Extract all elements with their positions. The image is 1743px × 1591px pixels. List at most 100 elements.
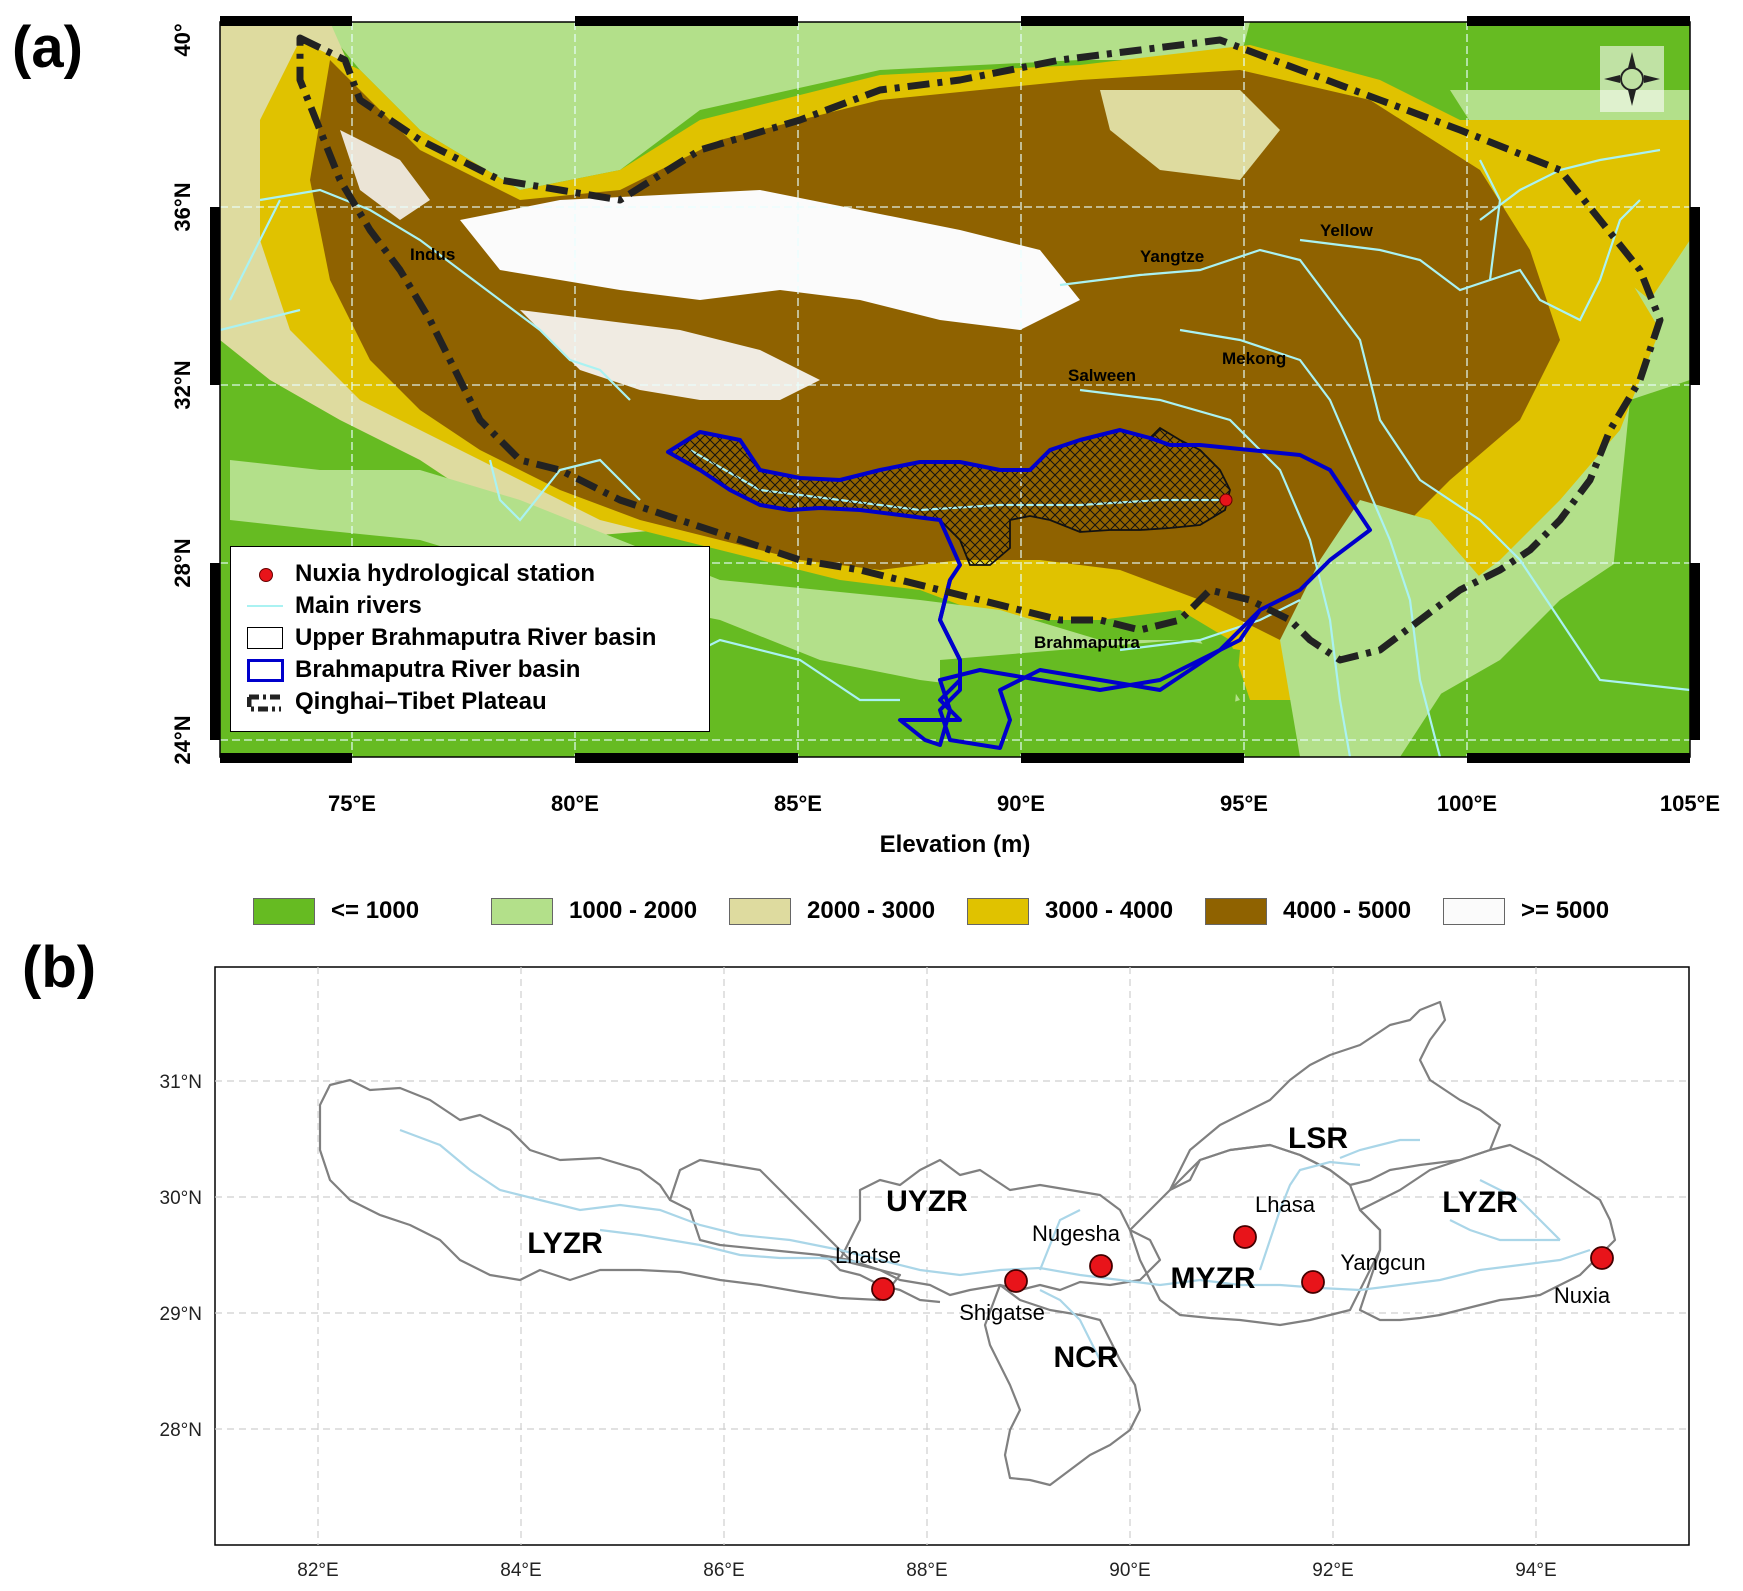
- panel-a-label: (a): [12, 15, 83, 80]
- station-label-nuxia: Nuxia: [1554, 1283, 1611, 1308]
- elev-label-3: 2000 - 3000: [807, 897, 936, 924]
- river-east-margin: [1479, 159, 1502, 281]
- b-y-tick-28: 28°N: [160, 1420, 202, 1441]
- foothills: [230, 460, 1240, 720]
- y-tick-36: 36°N: [170, 182, 195, 231]
- b-x-tick-94: 94°E: [1515, 1560, 1556, 1581]
- station-label-lhasa: Lhasa: [1255, 1192, 1316, 1217]
- river-b-ncr: [1039, 1289, 1101, 1361]
- panel-b-graticule: [215, 967, 1689, 1545]
- river-indus-trib: [229, 199, 281, 301]
- region-label-lyzr-east: LYZR: [1442, 1186, 1518, 1219]
- station-lhasa: [1233, 1225, 1257, 1249]
- panel-b-label: (b): [22, 935, 97, 1000]
- river-b-lsr-up: [1339, 1138, 1420, 1160]
- panel-b-rivers: [399, 1128, 1591, 1361]
- station-lhatse: [871, 1277, 895, 1301]
- station-label-lhatse: Lhatse: [835, 1243, 901, 1268]
- river-b-lhasa: [1258, 1160, 1361, 1271]
- subbasin-mid-small: [819, 1254, 941, 1304]
- region-label-uyzr: UYZR: [886, 1185, 968, 1218]
- station-label-nugesha: Nugesha: [1032, 1221, 1121, 1246]
- snow-area-2: [520, 310, 820, 400]
- station-yangcun: [1301, 1270, 1325, 1294]
- subbasin-ncr: [983, 1283, 1142, 1487]
- elev-swatch-2: [491, 897, 553, 925]
- panel-b-map: LYZR UYZR LSR LYZR MYZR NCR Lhatse Shiga…: [160, 966, 1690, 1581]
- snow-area-3: [340, 130, 430, 220]
- legend-item-basin: Brahmaputra River basin: [247, 655, 580, 685]
- river-yellow: [1299, 199, 1641, 322]
- black-box-icon: [247, 627, 283, 649]
- legend-item-upper-basin: Upper Brahmaputra River basin: [247, 623, 656, 653]
- qinghai-tibet-plateau: [296, 34, 1664, 664]
- b-x-tick-86: 86°E: [703, 1560, 744, 1581]
- panel-a-map: Indus Yangtze Yellow Mekong Salween Brah…: [170, 16, 1720, 858]
- x-tick-100: 100°E: [1437, 791, 1497, 816]
- x-tick-105: 105°E: [1660, 791, 1720, 816]
- river-ganges-west: [488, 458, 641, 522]
- region-label-myzr: MYZR: [1171, 1262, 1256, 1295]
- map-frame: [219, 21, 1691, 758]
- sub-basins: [318, 1000, 1617, 1487]
- southeast-highland: [1280, 500, 1500, 757]
- region-label-lyzr-west: LYZR: [527, 1227, 603, 1260]
- subbasin-lyzr-east: [1358, 1143, 1617, 1322]
- elev-item-5: 4000 - 5000: [1205, 896, 1411, 926]
- elev-swatch-3: [729, 897, 791, 925]
- x-tick-85: 85°E: [774, 791, 822, 816]
- legend-item-station: Nuxia hydrological station: [247, 559, 595, 589]
- east-lowland-right: [1600, 380, 1690, 757]
- elev-label-4: 3000 - 4000: [1045, 897, 1174, 924]
- station-markers: [871, 1225, 1614, 1301]
- elev-label-1: <= 1000: [331, 897, 420, 924]
- legend-item-plateau: Qinghai–Tibet Plateau: [247, 687, 547, 717]
- assam-lowland: [940, 640, 1240, 757]
- elev-item-4: 3000 - 4000: [967, 896, 1173, 926]
- region-label-ncr: NCR: [1054, 1341, 1119, 1374]
- main-rivers: [220, 148, 1690, 757]
- region-label-lsr: LSR: [1288, 1122, 1348, 1155]
- river-brahmaputra-lower: [1119, 599, 1301, 652]
- river-label-salween: Salween: [1068, 366, 1136, 385]
- river-label-yellow: Yellow: [1320, 221, 1374, 240]
- y-tick-24: 24°N: [170, 715, 195, 764]
- river-label-yangtze: Yangtze: [1140, 247, 1204, 266]
- station-label-shigatse: Shigatse: [959, 1300, 1045, 1325]
- b-y-tick-30: 30°N: [160, 1188, 202, 1209]
- y-tick-28: 28°N: [170, 538, 195, 587]
- river-label-brahmaputra: Brahmaputra: [1034, 633, 1140, 652]
- b-x-tick-90: 90°E: [1109, 1560, 1150, 1581]
- station-label-yangcun: Yangcun: [1340, 1250, 1425, 1275]
- x-tick-75: 75°E: [328, 791, 376, 816]
- x-tick-90: 90°E: [997, 791, 1045, 816]
- x-tick-80: 80°E: [551, 791, 599, 816]
- b-y-tick-29: 29°N: [160, 1304, 202, 1325]
- subbasin-uyzr: [838, 1158, 1162, 1297]
- river-yellow-upper: [1479, 148, 1661, 221]
- x-tick-95: 95°E: [1220, 791, 1268, 816]
- elev-swatch-1: [253, 897, 315, 925]
- map-border-bars: [210, 16, 1700, 763]
- river-indus: [259, 188, 631, 401]
- elev-item-2: 1000 - 2000: [491, 896, 697, 926]
- elev-item-1: <= 1000: [253, 896, 419, 926]
- red-dot-icon: [247, 563, 283, 585]
- river-b-upper: [399, 1128, 1591, 1292]
- north-arrow-icon: [1600, 46, 1664, 112]
- b-x-tick-92: 92°E: [1312, 1560, 1353, 1581]
- subbasin-lsr: [1168, 1000, 1502, 1192]
- cyan-line-icon: [247, 595, 283, 617]
- station-nugesha: [1089, 1254, 1113, 1278]
- y-tick-40: 40°: [170, 23, 195, 56]
- river-yangtze: [1059, 248, 1690, 692]
- river-b-nyang: [1449, 1219, 1560, 1242]
- elev-swatch-4: [967, 897, 1029, 925]
- y-tick-32: 32°N: [170, 360, 195, 409]
- elev-item-6: >= 5000: [1443, 896, 1609, 926]
- legend-item-rivers: Main rivers: [247, 591, 422, 621]
- light-desert: [1100, 90, 1280, 180]
- river-west-south: [220, 308, 301, 332]
- subbasin-lyzr-inner: [668, 1158, 851, 1261]
- tarim-basin: [320, 22, 1250, 190]
